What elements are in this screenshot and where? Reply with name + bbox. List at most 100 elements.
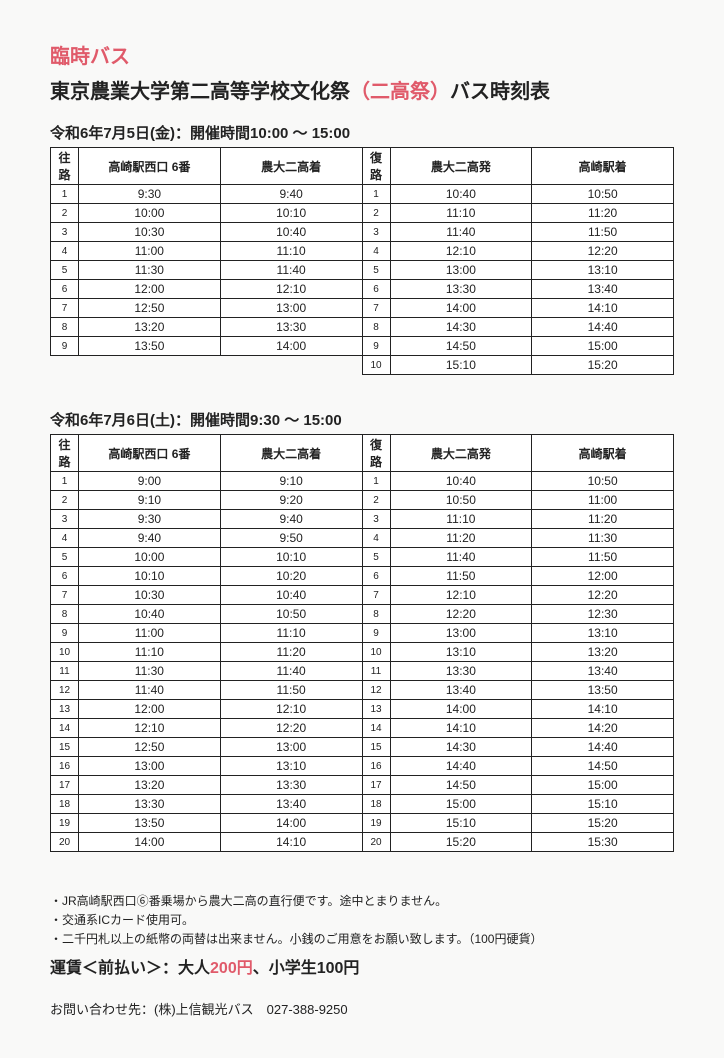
cell: 14:10: [532, 299, 674, 318]
cell: 8: [51, 605, 79, 624]
cell: 2: [362, 491, 390, 510]
cell: 13:10: [220, 757, 362, 776]
fare-pre: 運賃＜前払い＞：大人: [50, 960, 210, 977]
cell: 12:10: [79, 719, 221, 738]
cell: 13:30: [79, 795, 221, 814]
cell: 9:40: [220, 185, 362, 204]
note-1: ・JR高崎駅西口⑥番乗場から農大二高の直行便です。途中とまりません。: [50, 892, 674, 911]
table-row: 1813:3013:401815:0015:10: [51, 795, 674, 814]
cell: 6: [51, 280, 79, 299]
cell: 13:30: [390, 280, 532, 299]
cell: 14:10: [532, 700, 674, 719]
cell: 15:10: [390, 814, 532, 833]
cell: 10:20: [220, 567, 362, 586]
cell: 10:50: [220, 605, 362, 624]
table-row: 1713:2013:301714:5015:00: [51, 776, 674, 795]
cell: 11:50: [532, 548, 674, 567]
cell: 14:30: [390, 738, 532, 757]
table-row: 710:3010:40712:1012:20: [51, 586, 674, 605]
cell: 13:40: [532, 662, 674, 681]
cell: 10:50: [532, 472, 674, 491]
cell: 10:50: [532, 185, 674, 204]
hdr-return-dep: 農大二高発: [390, 435, 532, 472]
table-row: 310:3010:40311:4011:50: [51, 223, 674, 242]
contact: お問い合わせ先：(株)上信観光バス 027-388-9250: [50, 999, 674, 1018]
cell: 12:00: [79, 700, 221, 719]
table-row: 913:5014:00914:5015:00: [51, 337, 674, 356]
cell: 9:20: [220, 491, 362, 510]
cell: 11:10: [220, 624, 362, 643]
hdr-return-idx: 復路: [362, 148, 390, 185]
hdr-outbound-arr: 農大二高着: [220, 148, 362, 185]
cell: 13: [362, 700, 390, 719]
cell: 11:40: [220, 662, 362, 681]
day2-table: 往路 高崎駅西口 6番 農大二高着 復路 農大二高発 高崎駅着 19:009:1…: [50, 434, 674, 852]
cell: 11: [51, 662, 79, 681]
cell: 13:50: [532, 681, 674, 700]
cell: 11:40: [220, 261, 362, 280]
cell: 11:20: [532, 510, 674, 529]
cell: 16: [362, 757, 390, 776]
cell: 13:20: [79, 318, 221, 337]
cell: 12:20: [390, 605, 532, 624]
table-row: 911:0011:10913:0013:10: [51, 624, 674, 643]
cell: 13:00: [220, 299, 362, 318]
table-row: 510:0010:10511:4011:50: [51, 548, 674, 567]
cell: 14:50: [390, 337, 532, 356]
cell: 11:30: [79, 261, 221, 280]
cell: 14:10: [220, 833, 362, 852]
cell: 10:00: [79, 204, 221, 223]
cell: 10:10: [220, 548, 362, 567]
hdr-outbound-dep: 高崎駅西口 6番: [79, 435, 221, 472]
cell: 14:00: [220, 814, 362, 833]
cell: 11:40: [79, 681, 221, 700]
page-title: 東京農業大学第二高等学校文化祭（二高祭）バス時刻表: [50, 75, 674, 104]
cell: 11:50: [220, 681, 362, 700]
cell: 14:00: [220, 337, 362, 356]
cell: 17: [51, 776, 79, 795]
cell: 12:20: [532, 242, 674, 261]
table-row: 1111:3011:401113:3013:40: [51, 662, 674, 681]
cell: 14:50: [390, 776, 532, 795]
cell: 11: [362, 662, 390, 681]
cell: 11:20: [220, 643, 362, 662]
cell: 18: [51, 795, 79, 814]
cell: 1: [51, 472, 79, 491]
cell: 12:10: [220, 700, 362, 719]
cell: 15:20: [532, 356, 674, 375]
cell: 10:30: [79, 586, 221, 605]
cell: 10:30: [79, 223, 221, 242]
cell: 2: [362, 204, 390, 223]
hdr-return-arr: 高崎駅着: [532, 435, 674, 472]
cell: 10:50: [390, 491, 532, 510]
table-row: 29:109:20210:5011:00: [51, 491, 674, 510]
cell: [220, 356, 362, 375]
cell: 13:40: [220, 795, 362, 814]
cell: 15:00: [390, 795, 532, 814]
fare-post: 、小学生100円: [253, 960, 360, 977]
table-row: 1011:1011:201013:1013:20: [51, 643, 674, 662]
cell: 20: [362, 833, 390, 852]
hdr-return-dep: 農大二高発: [390, 148, 532, 185]
cell: 2: [51, 491, 79, 510]
cell: 15: [51, 738, 79, 757]
cell: 10:40: [220, 223, 362, 242]
cell: 9:30: [79, 185, 221, 204]
table-row: 813:2013:30814:3014:40: [51, 318, 674, 337]
cell: 14: [362, 719, 390, 738]
cell: 10:10: [79, 567, 221, 586]
cell: 14:00: [390, 700, 532, 719]
cell: 14:50: [532, 757, 674, 776]
cell: 12:20: [532, 586, 674, 605]
cell: [79, 356, 221, 375]
cell: 11:50: [390, 567, 532, 586]
cell: 15:10: [390, 356, 532, 375]
cell: 14:30: [390, 318, 532, 337]
hdr-outbound-dep: 高崎駅西口 6番: [79, 148, 221, 185]
cell: 11:30: [532, 529, 674, 548]
cell: 10:40: [220, 586, 362, 605]
cell: 16: [51, 757, 79, 776]
cell: 14:20: [532, 719, 674, 738]
cell: 11:10: [220, 242, 362, 261]
cell: 9:10: [220, 472, 362, 491]
